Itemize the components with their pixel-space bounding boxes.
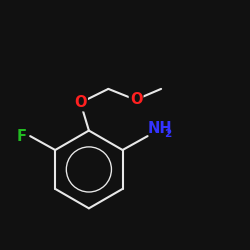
Text: 2: 2: [164, 129, 172, 139]
Text: O: O: [74, 95, 87, 110]
Text: NH: NH: [148, 120, 173, 136]
Text: O: O: [130, 92, 142, 108]
Text: F: F: [17, 128, 27, 144]
